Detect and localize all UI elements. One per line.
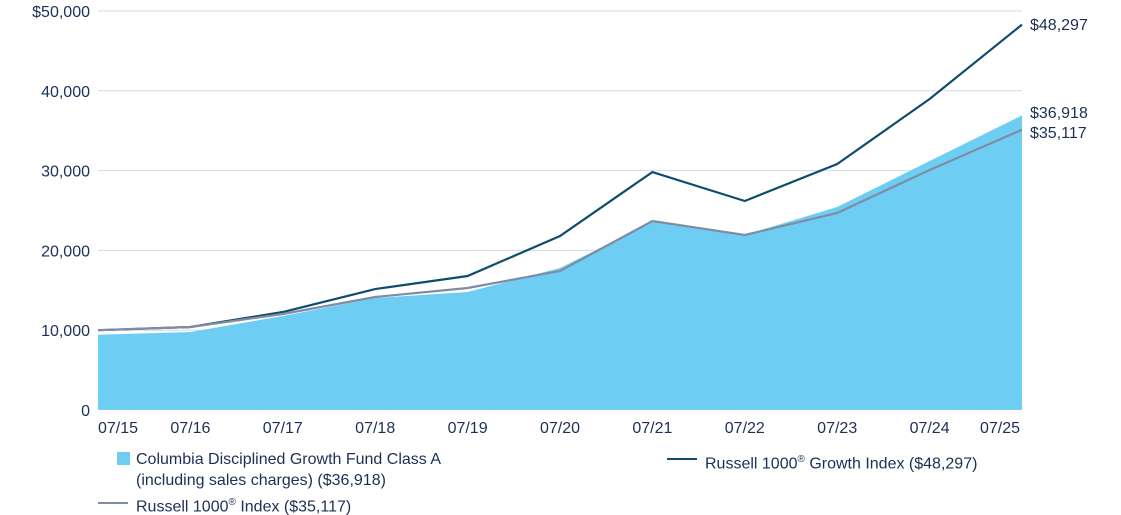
end-value-label: $35,117: [1030, 125, 1087, 142]
legend-swatch-fund: [117, 452, 130, 465]
legend-growth-suffix: Growth Index ($48,297): [804, 455, 978, 473]
legend-growth-prefix: Russell 1000: [705, 455, 798, 473]
end-value-label: $48,297: [1030, 17, 1088, 34]
legend-r1000: Russell 1000® Index ($35,117): [136, 497, 352, 515]
series-area-fund: [98, 115, 1022, 411]
legend-fund-line2: (including sales charges) ($36,918): [136, 472, 386, 489]
y-tick-label: 10,000: [41, 323, 90, 340]
x-tick-label: 07/17: [263, 420, 303, 437]
x-tick-label: 07/23: [817, 420, 857, 437]
x-tick-label: 07/15: [98, 420, 138, 437]
chart-plot: 0 10,000 20,000 30,000 40,000 $50,000 07/15 07/…: [32, 4, 1088, 437]
y-tick-label: $50,000: [32, 4, 90, 21]
x-tick-label: 07/18: [355, 420, 395, 437]
legend-swatch-r1000: [98, 502, 128, 504]
x-tick-label: 07/24: [910, 420, 950, 437]
x-tick-label: 07/25: [980, 420, 1020, 437]
y-tick-label: 0: [81, 403, 90, 420]
legend-fund: Columbia Disciplined Growth Fund Class A…: [136, 449, 441, 491]
x-tick-label: 07/19: [448, 420, 488, 437]
legend-r1000-suffix: Index ($35,117): [235, 498, 352, 515]
x-tick-label: 07/20: [540, 420, 580, 437]
legend-swatch-growth: [667, 458, 697, 460]
legend-growth: Russell 1000® Growth Index ($48,297): [705, 454, 978, 473]
x-tick-label: 07/22: [725, 420, 765, 437]
x-tick-label: 07/21: [632, 420, 672, 437]
end-value-label: $36,918: [1030, 105, 1088, 122]
legend-r1000-prefix: Russell 1000: [136, 498, 229, 515]
y-tick-label: 30,000: [41, 164, 90, 181]
legend-fund-line1: Columbia Disciplined Growth Fund Class A: [136, 451, 442, 468]
y-tick-label: 20,000: [41, 243, 90, 260]
y-tick-label: 40,000: [41, 84, 90, 101]
x-tick-label: 07/16: [170, 420, 210, 437]
